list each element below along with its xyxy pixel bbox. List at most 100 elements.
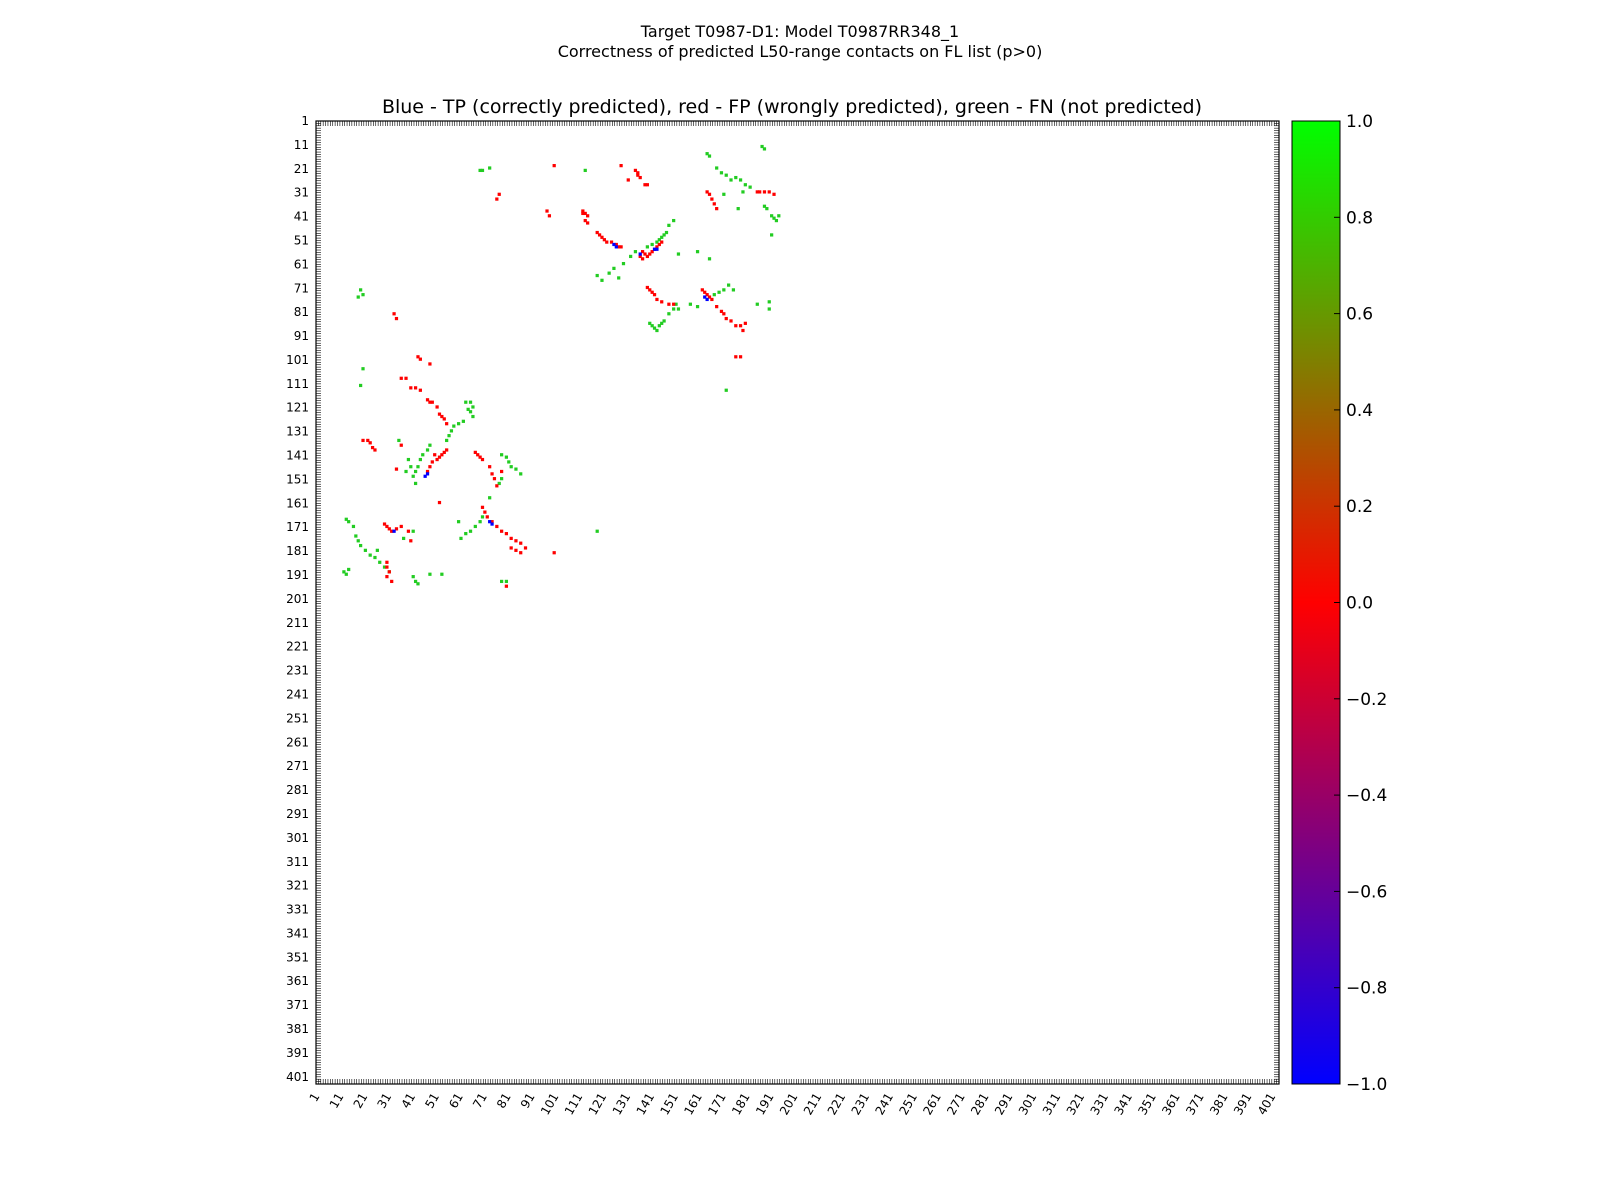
x-tick-label: 71 bbox=[470, 1091, 490, 1111]
x-tick-label: 341 bbox=[1111, 1091, 1135, 1118]
contact-cell-fn bbox=[447, 434, 451, 438]
contact-cell-fp bbox=[394, 527, 399, 531]
contact-cell-fp bbox=[399, 524, 403, 529]
figure-title-line2: Correctness of predicted L50-range conta… bbox=[557, 42, 1043, 61]
contact-cell-tp bbox=[705, 297, 709, 302]
contact-cell-fp bbox=[440, 453, 444, 457]
contact-cell-fn bbox=[607, 271, 611, 275]
x-tick-label: 101 bbox=[538, 1091, 562, 1118]
contact-cell-fn bbox=[440, 572, 444, 576]
contact-cell-fp bbox=[586, 221, 590, 225]
x-tick-label: 251 bbox=[896, 1091, 920, 1118]
contact-cell-fn bbox=[657, 238, 661, 242]
contact-cell-fn bbox=[770, 214, 774, 218]
contact-cell-fp bbox=[514, 548, 518, 552]
y-tick-label: 281 bbox=[286, 783, 309, 797]
contact-cell-fp bbox=[390, 579, 394, 584]
contact-cell-fn bbox=[416, 582, 420, 586]
contact-cell-fp bbox=[643, 183, 647, 187]
contact-cell-fp bbox=[581, 211, 585, 216]
y-tick-label: 361 bbox=[286, 974, 309, 988]
plot-frame bbox=[315, 120, 1280, 1085]
y-tick-label: 401 bbox=[286, 1070, 309, 1084]
contact-cell-fp bbox=[722, 312, 726, 316]
contact-cell-fp bbox=[586, 214, 590, 218]
contact-cell-fp bbox=[645, 285, 649, 290]
contact-cell-fp bbox=[650, 250, 654, 254]
colorbar-tick-label: −0.8 bbox=[1346, 979, 1387, 999]
contact-cell-fp bbox=[406, 529, 411, 533]
contact-cell-fp bbox=[583, 218, 587, 223]
contact-cell-fn bbox=[409, 465, 413, 469]
contact-cell-fp bbox=[545, 209, 549, 213]
contact-cell-fn bbox=[657, 324, 661, 328]
x-tick-labels: 1 11 21 31 41 51 61 71 81 91 101 111 121 131 141 151 161… bbox=[307, 1091, 1279, 1118]
contact-cell-fp bbox=[495, 524, 499, 529]
x-tick-label: 391 bbox=[1231, 1091, 1255, 1118]
contact-cell-fn bbox=[406, 457, 411, 462]
contact-cell-fn bbox=[595, 529, 599, 533]
contact-cell-fn bbox=[428, 443, 432, 447]
contact-cell-fp bbox=[435, 457, 439, 462]
contact-cell-fp bbox=[710, 297, 714, 302]
contact-cell-fp bbox=[605, 240, 609, 244]
contact-cell-fn bbox=[777, 214, 781, 218]
figure-title-line1: Target T0987-D1: Model T0987RR348_1 bbox=[640, 22, 960, 41]
contact-cell-fn bbox=[466, 407, 470, 411]
x-tick-label: 291 bbox=[992, 1091, 1016, 1118]
contact-cell-fp bbox=[741, 328, 745, 333]
contact-cell-fp bbox=[729, 319, 733, 323]
x-tick-label: 131 bbox=[610, 1091, 634, 1118]
contact-cell-fn bbox=[629, 254, 633, 259]
x-tick-label: 381 bbox=[1207, 1091, 1231, 1118]
contact-cell-fp bbox=[619, 164, 623, 168]
contact-cell-fp bbox=[387, 570, 391, 574]
contact-cell-fn bbox=[359, 383, 363, 388]
contact-cell-fp bbox=[707, 295, 712, 299]
contact-cell-fn bbox=[655, 328, 659, 333]
contact-cell-tp bbox=[652, 247, 657, 251]
contact-cell-fp bbox=[385, 560, 389, 564]
contact-cell-fn bbox=[421, 453, 425, 457]
colorbar-tick-label: −0.6 bbox=[1346, 882, 1387, 902]
contact-cell-fn bbox=[342, 570, 346, 574]
contact-cell-fp bbox=[418, 357, 422, 361]
contact-cell-fp bbox=[492, 477, 497, 481]
plot-background bbox=[316, 121, 1279, 1084]
contact-cell-fn bbox=[504, 455, 509, 459]
contact-cell-tp bbox=[703, 295, 707, 299]
colorbar-tick-label: 0.2 bbox=[1346, 497, 1373, 517]
contact-cell-fp bbox=[626, 178, 630, 182]
contact-cell-fn bbox=[488, 496, 492, 500]
y-tick-label: 61 bbox=[294, 257, 309, 271]
x-tick-label: 181 bbox=[729, 1091, 753, 1118]
y-tick-label: 241 bbox=[286, 687, 309, 701]
contact-cell-fn bbox=[664, 230, 669, 235]
contact-cell-fp bbox=[361, 438, 365, 443]
series-tp bbox=[392, 242, 709, 533]
contact-cell-fp bbox=[382, 522, 387, 526]
contact-cell-fn bbox=[719, 171, 724, 175]
contact-cell-fn bbox=[456, 520, 461, 524]
contact-cell-fp bbox=[636, 173, 640, 177]
contact-cell-fn bbox=[449, 429, 454, 433]
contact-cell-fn bbox=[471, 405, 475, 409]
contact-cell-fp bbox=[385, 575, 389, 579]
contact-cell-fp bbox=[523, 546, 528, 550]
series-fn bbox=[342, 144, 781, 586]
contact-cell-fp bbox=[385, 524, 389, 529]
y-tick-label: 181 bbox=[286, 544, 309, 558]
contact-cell-fp bbox=[504, 584, 509, 588]
contact-cell-fn bbox=[755, 302, 759, 306]
contact-cell-fn bbox=[464, 532, 468, 536]
contact-cell-fn bbox=[712, 293, 716, 297]
contact-cell-fn bbox=[411, 575, 415, 579]
contact-cell-fp bbox=[602, 238, 606, 242]
y-tick-label: 211 bbox=[286, 616, 309, 630]
contact-cell-fp bbox=[473, 450, 477, 454]
y-tick-label: 121 bbox=[286, 401, 309, 415]
contact-cell-fp bbox=[648, 288, 652, 292]
contact-cell-fp bbox=[633, 168, 638, 173]
x-tick-label: 311 bbox=[1040, 1091, 1064, 1118]
contact-cell-fp bbox=[614, 242, 618, 247]
